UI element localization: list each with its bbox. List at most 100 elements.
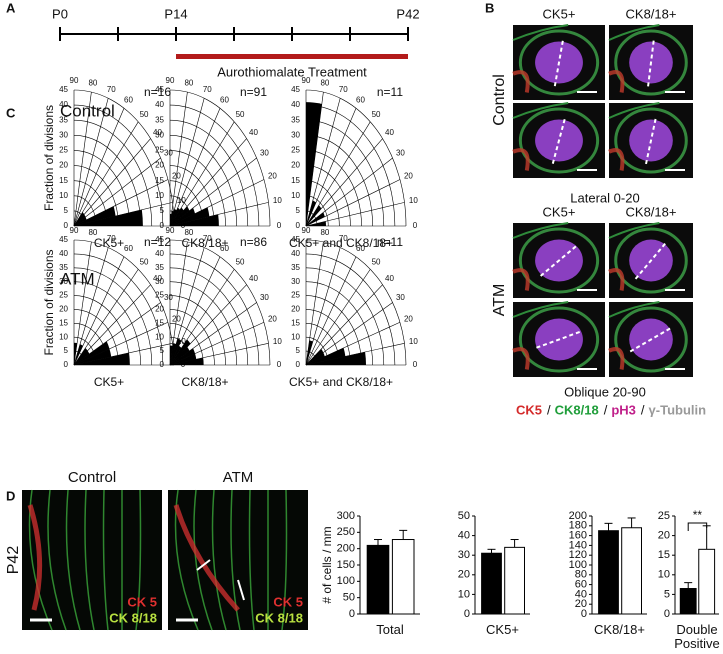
ck8-signal bbox=[211, 489, 227, 631]
x-axis-label: CK8/18+ bbox=[181, 375, 229, 389]
r-tick-label: 15 bbox=[291, 318, 300, 327]
r-tick-label: 25 bbox=[59, 146, 68, 155]
x-axis-label: Total bbox=[376, 622, 404, 637]
ck8-signal bbox=[47, 489, 67, 631]
treatment-bar bbox=[176, 54, 408, 59]
column-title: Control bbox=[68, 469, 116, 486]
bar bbox=[679, 588, 697, 615]
bar bbox=[481, 552, 502, 615]
theta-tick-label: 30 bbox=[164, 293, 173, 302]
y-tick-label: 80 bbox=[575, 569, 587, 581]
ck5-signal bbox=[27, 504, 43, 611]
grid-arc bbox=[305, 295, 362, 366]
wedge bbox=[306, 351, 366, 365]
wedge bbox=[170, 345, 173, 365]
r-tick-label: 40 bbox=[291, 249, 300, 258]
theta-tick-label: 40 bbox=[249, 274, 258, 283]
wedge bbox=[170, 207, 196, 226]
wedge bbox=[170, 207, 184, 226]
x-axis-label: CK5+ bbox=[93, 236, 125, 250]
r-tick-label: 10 bbox=[155, 332, 164, 341]
legend-separator: / bbox=[547, 402, 551, 417]
ck5-signal bbox=[608, 347, 625, 370]
grid-spoke bbox=[73, 92, 92, 227]
x-axis-label: CK5+ and CK8/18+ bbox=[288, 236, 394, 250]
r-tick-label: 5 bbox=[64, 346, 69, 355]
ck8-signal bbox=[248, 489, 255, 631]
theta-tick-label: 70 bbox=[339, 85, 348, 94]
grid-arc bbox=[73, 150, 130, 227]
wedge bbox=[74, 352, 130, 365]
theta-tick-label: 30 bbox=[260, 293, 269, 302]
theta-tick-label: 70 bbox=[107, 85, 116, 94]
x-axis-label: Double Positive bbox=[674, 622, 720, 651]
r-tick-label: 40 bbox=[59, 249, 68, 258]
panel-letter: B bbox=[485, 0, 494, 15]
column-title: CK5+ bbox=[543, 6, 576, 21]
grid-spoke bbox=[305, 256, 357, 366]
micrograph bbox=[608, 24, 693, 100]
annotation: n=16 bbox=[144, 85, 171, 99]
stain-label: CK 5 bbox=[127, 594, 157, 609]
membrane bbox=[614, 227, 688, 294]
theta-tick-label: 90 bbox=[70, 76, 79, 85]
annotation: ** bbox=[693, 508, 703, 522]
annotation: n=11 bbox=[377, 85, 403, 99]
r-tick-label: 10 bbox=[291, 191, 300, 200]
r-tick-label: 40 bbox=[59, 100, 68, 109]
r-tick-label: 30 bbox=[291, 277, 300, 286]
r-tick-label: 35 bbox=[291, 115, 300, 124]
r-tick-label: 5 bbox=[160, 346, 165, 355]
r-tick-label: 5 bbox=[296, 346, 301, 355]
r-tick-label: 5 bbox=[64, 206, 69, 215]
r-tick-label: 30 bbox=[155, 277, 164, 286]
theta-tick-label: 40 bbox=[153, 274, 162, 283]
grid-arc bbox=[169, 119, 249, 227]
division-axis bbox=[634, 241, 668, 280]
division-axis bbox=[629, 326, 673, 353]
wedge bbox=[74, 206, 116, 226]
y-tick-label: 200 bbox=[569, 510, 587, 522]
theta-tick-label: 20 bbox=[404, 172, 413, 181]
error-bar bbox=[604, 522, 613, 531]
r-tick-label: 35 bbox=[59, 115, 68, 124]
grid-arc bbox=[73, 165, 119, 227]
micrograph bbox=[512, 301, 605, 377]
wedge bbox=[170, 339, 191, 365]
grid-spoke bbox=[169, 92, 188, 227]
wedge bbox=[306, 348, 324, 365]
grid-arc bbox=[169, 295, 226, 366]
theta-tick-label: 40 bbox=[385, 274, 394, 283]
theta-tick-label: 70 bbox=[339, 234, 348, 243]
theta-tick-label: 30 bbox=[396, 293, 405, 302]
grid-arc bbox=[73, 295, 130, 366]
panel-letter: D bbox=[6, 488, 15, 503]
theta-tick-label: 90 bbox=[302, 76, 311, 85]
grid-arc bbox=[305, 119, 385, 227]
treatment-label: Aurothiomalate Treatment bbox=[217, 64, 367, 79]
r-tick-label: 35 bbox=[155, 115, 164, 124]
grid-arc bbox=[305, 135, 373, 227]
theta-tick-label: 80 bbox=[184, 228, 193, 237]
panel-letter: A bbox=[6, 0, 16, 15]
r-tick-label: 20 bbox=[155, 161, 164, 170]
wedge bbox=[74, 209, 143, 226]
grid-arc bbox=[73, 89, 175, 227]
micrograph bbox=[608, 301, 693, 377]
membrane bbox=[608, 301, 660, 318]
membrane bbox=[518, 227, 600, 294]
r-tick-label: 35 bbox=[155, 263, 164, 272]
ck8-signal bbox=[193, 489, 213, 631]
wedge bbox=[170, 208, 177, 226]
grid-arc bbox=[73, 135, 141, 227]
grid-arc bbox=[73, 104, 164, 227]
r-tick-label: 10 bbox=[155, 191, 164, 200]
column-title: CK8/18+ bbox=[626, 6, 677, 21]
r-tick-label: 45 bbox=[291, 85, 300, 94]
grid-arc bbox=[73, 239, 175, 366]
grid-arc bbox=[169, 281, 237, 366]
y-axis-label: # of cells / mm bbox=[320, 526, 334, 603]
y-tick-label: 100 bbox=[337, 575, 355, 587]
theta-tick-label: 60 bbox=[124, 96, 133, 105]
x-axis-label: CK5+ and CK8/18+ bbox=[288, 375, 394, 389]
